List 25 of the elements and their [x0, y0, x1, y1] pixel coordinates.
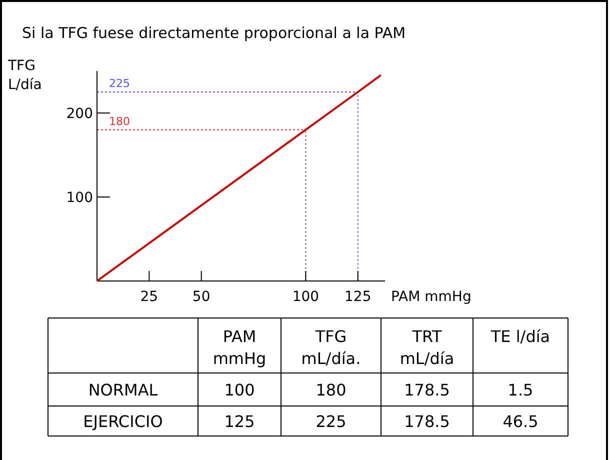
y-tick-label: 200: [66, 106, 93, 122]
x-tick-label: 25: [140, 289, 158, 305]
ref-line-label: 225: [109, 77, 130, 90]
category-label: TFG mL/día.: [301, 327, 361, 368]
category-label: PAM mmHg: [212, 327, 266, 368]
text: 1.5: [508, 380, 534, 400]
x-tick-label: 100: [292, 289, 320, 305]
chart-title: Si la TFG fuese directamente proporcional a la PAM: [22, 24, 406, 42]
line-series: [96, 74, 382, 282]
x-axis-title: PAM mmHg: [391, 289, 472, 305]
x-tick-label: 50: [192, 289, 210, 305]
category-label: TRT mL/día: [400, 327, 454, 368]
y-axis-title: TFG L/día: [7, 58, 42, 93]
text: 178.5: [404, 380, 450, 400]
category-label: EJERCICIO: [83, 412, 163, 431]
x-tick-label: 125: [344, 289, 372, 305]
text: 100: [224, 380, 255, 400]
text: 225: [316, 412, 346, 431]
category-label: TE l/día: [490, 327, 550, 346]
text: 180: [316, 380, 346, 400]
ref-line-label: 180: [109, 114, 130, 128]
category-label: NORMAL: [88, 380, 158, 400]
text: 125: [224, 412, 255, 431]
text: 46.5: [502, 412, 538, 431]
text: 178.5: [404, 412, 450, 431]
